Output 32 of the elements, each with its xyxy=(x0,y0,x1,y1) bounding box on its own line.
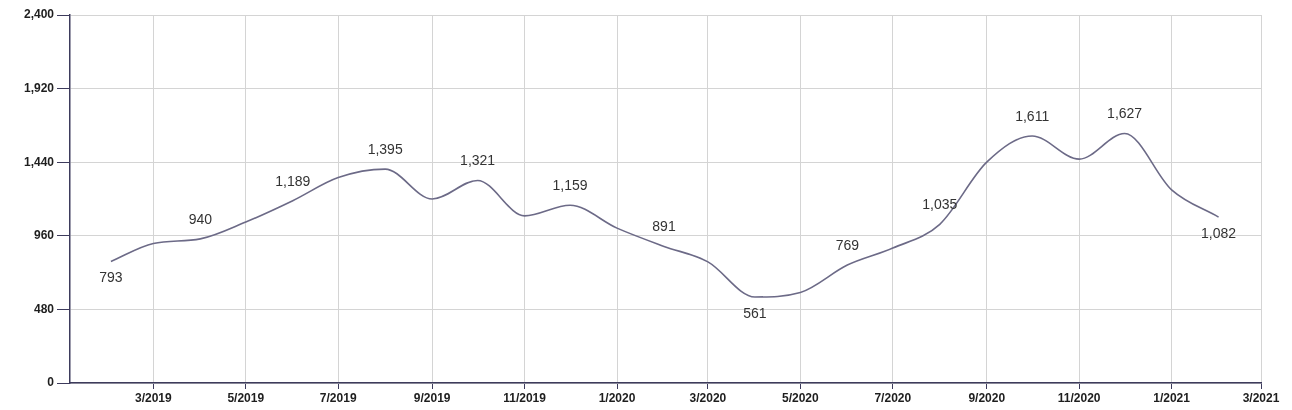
y-tick-label: 1,440 xyxy=(23,154,55,169)
data-label: 940 xyxy=(188,210,213,227)
data-label: 1,082 xyxy=(1201,224,1237,241)
y-tick-label: 1,920 xyxy=(23,80,55,95)
x-tick-label: 7/2020 xyxy=(874,390,912,405)
x-tick-label: 9/2020 xyxy=(968,390,1006,405)
x-tick-label: 1/2021 xyxy=(1153,390,1191,405)
data-label: 1,395 xyxy=(367,140,403,157)
x-tick-label: 7/2019 xyxy=(319,390,357,405)
y-tick-label: 2,400 xyxy=(23,7,55,22)
x-tick-label: 11/2019 xyxy=(503,390,547,405)
x-tick-label: 3/2021 xyxy=(1242,390,1280,405)
data-label: 793 xyxy=(99,269,123,286)
data-label: 1,321 xyxy=(460,152,496,169)
x-tick-label: 3/2019 xyxy=(134,390,173,405)
y-tick-label: 480 xyxy=(33,301,55,316)
y-tick-label: 960 xyxy=(33,228,55,243)
data-label: 561 xyxy=(743,304,767,321)
x-tick-label: 11/2020 xyxy=(1057,390,1101,405)
x-tick-label: 5/2019 xyxy=(227,390,265,405)
y-tick-label: 0 xyxy=(47,375,55,390)
data-label: 769 xyxy=(835,236,860,253)
data-label: 1,189 xyxy=(275,172,311,189)
data-label: 891 xyxy=(652,218,676,235)
x-tick-label: 9/2019 xyxy=(413,390,451,405)
data-label: 1,627 xyxy=(1107,105,1143,122)
x-tick-label: 5/2020 xyxy=(782,390,820,405)
data-label: 1,035 xyxy=(922,196,958,213)
x-tick-label: 1/2020 xyxy=(598,390,636,405)
data-label: 1,611 xyxy=(1015,107,1050,124)
data-label: 1,159 xyxy=(552,177,588,194)
x-tick-label: 3/2020 xyxy=(689,390,727,405)
